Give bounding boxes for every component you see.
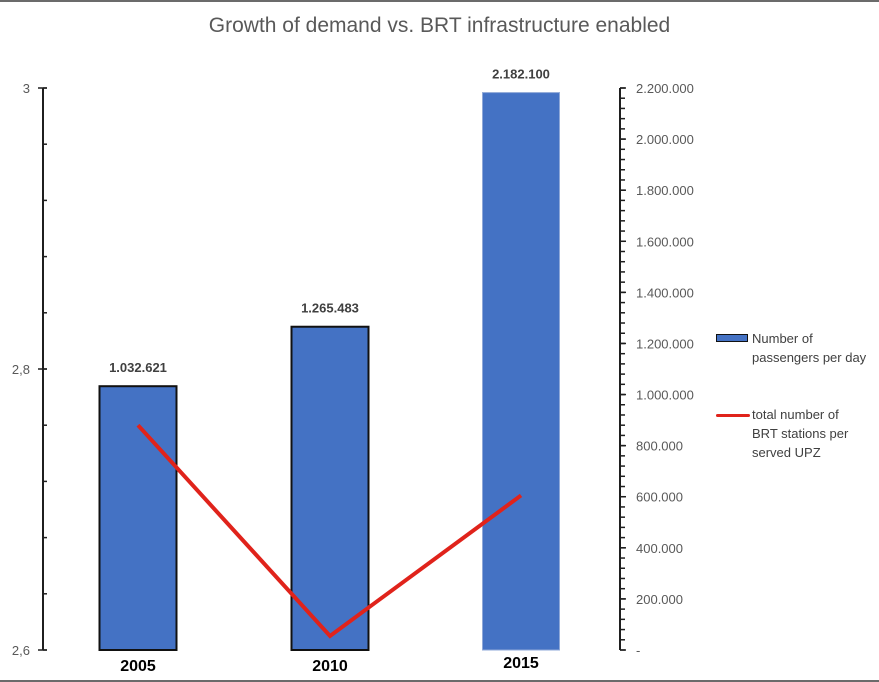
data-label-2015: 2.182.100: [492, 67, 550, 82]
legend-label-line: Number of: [752, 331, 813, 346]
right-axis-tick-label: 1.000.000: [636, 388, 694, 403]
legend-item-passengers[interactable]: Number of passengers per day: [716, 329, 879, 367]
bar-2015: [482, 92, 560, 651]
data-label-2010: 1.265.483: [301, 301, 359, 316]
x-axis-label-2015: 2015: [503, 655, 539, 672]
bar-2010: [290, 325, 370, 651]
right-axis-tick-label: 1.200.000: [636, 336, 694, 351]
legend-bar-swatch-icon: [716, 334, 748, 342]
left-axis-tick-label: 2,8: [12, 362, 30, 377]
right-axis-tick-label: 600.000: [636, 490, 683, 505]
legend-label-line: served UPZ: [752, 445, 821, 460]
right-axis-tick-label: -: [636, 643, 640, 658]
right-axis-tick-label: 1.800.000: [636, 183, 694, 198]
chart-legend: Number of passengers per day total numbe…: [716, 329, 879, 462]
x-axis-label-2005: 2005: [120, 658, 156, 675]
data-label-2005: 1.032.621: [109, 360, 167, 375]
legend-line-swatch-icon: [716, 414, 750, 417]
right-axis-tick-label: 200.000: [636, 592, 683, 607]
legend-label-line: passengers per day: [752, 350, 867, 365]
chart-frame-bottom-border: [0, 680, 879, 682]
legend-label-line: BRT stations per: [752, 426, 849, 441]
right-axis-tick-label: 1.400.000: [636, 285, 694, 300]
chart-title: Growth of demand vs. BRT infrastructure …: [208, 14, 671, 37]
right-axis-tick-label: 800.000: [636, 439, 683, 454]
left-axis-tick-label: 3: [23, 81, 30, 96]
right-axis-tick-label: 1.600.000: [636, 234, 694, 249]
chart-frame-top-border: [0, 0, 879, 2]
right-axis-tick-label: 2.000.000: [636, 132, 694, 147]
right-axis-tick-label: 2.200.000: [636, 81, 694, 96]
legend-item-stations[interactable]: total number of BRT stations per served …: [716, 405, 879, 462]
right-axis-tick-label: 400.000: [636, 541, 683, 556]
x-axis-label-2010: 2010: [312, 658, 348, 675]
left-axis-tick-label: 2,6: [12, 643, 30, 658]
bar-2005: [98, 385, 178, 651]
legend-label-line: total number of: [752, 407, 839, 422]
